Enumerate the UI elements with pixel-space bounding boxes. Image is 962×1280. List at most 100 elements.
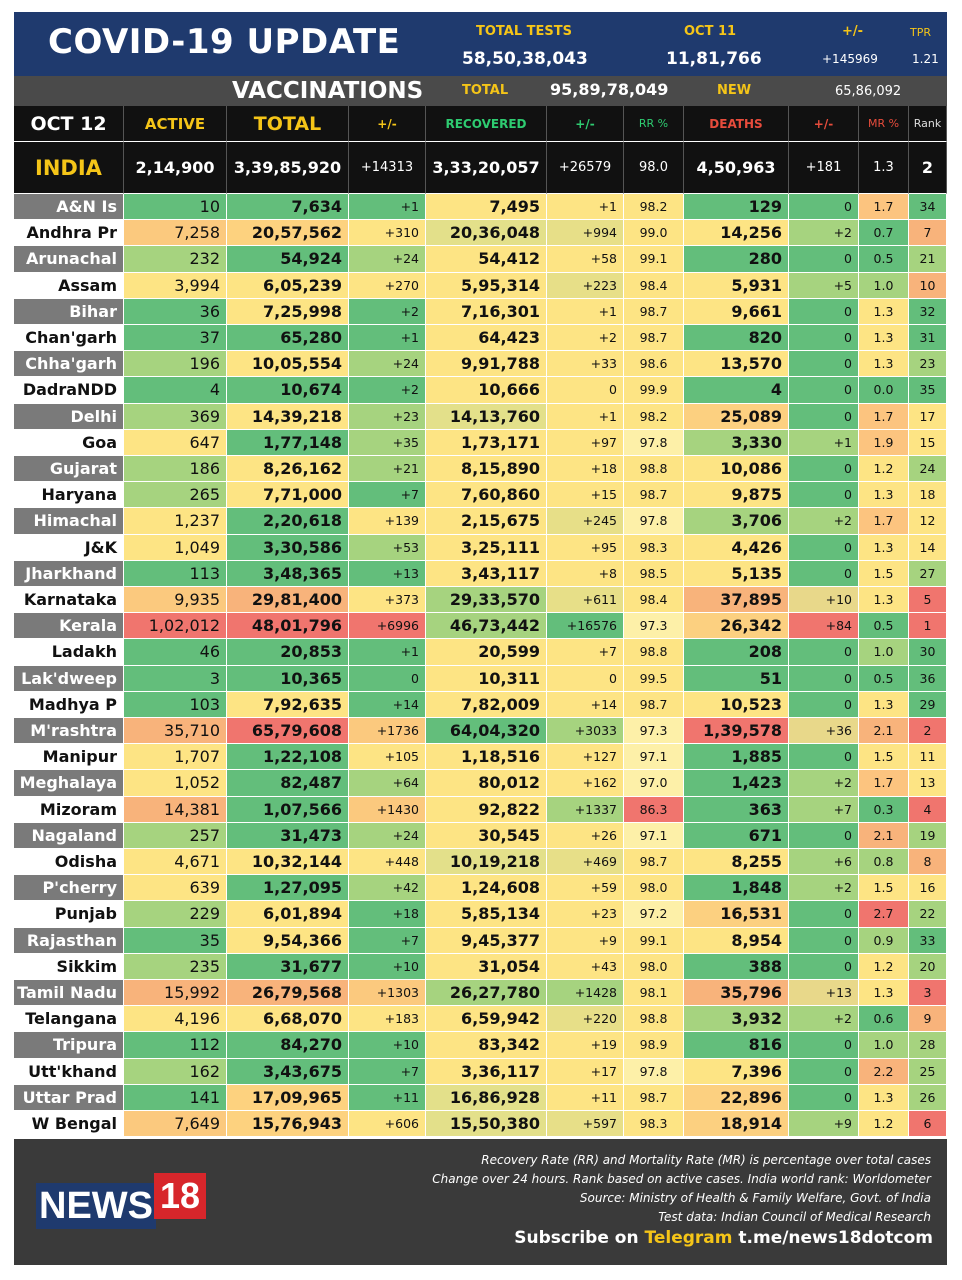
deaths-cell: 5,931 (684, 272, 789, 299)
active-cell: 232 (124, 246, 227, 273)
rank-cell: 33 (909, 927, 947, 954)
deaths-change-cell: +6 (789, 849, 859, 876)
deaths-cell: 16,531 (684, 901, 789, 928)
total-change-cell: +42 (349, 875, 426, 902)
active-cell: 1,237 (124, 508, 227, 535)
active-cell: 36 (124, 298, 227, 325)
deaths-change-cell: +13 (789, 980, 859, 1007)
deaths-cell: 363 (684, 796, 789, 823)
tpr-value: 1.21 (912, 52, 939, 66)
recovered-cell: 10,666 (426, 377, 547, 404)
recovered-cell: 5,85,134 (426, 901, 547, 928)
active-cell: 639 (124, 875, 227, 902)
mr-cell: 0.8 (859, 849, 909, 876)
recovered-cell: 64,04,320 (426, 718, 547, 745)
state-name: Mizoram (14, 796, 124, 823)
rank-cell: 1 (909, 613, 947, 640)
india-death-change: +181 (789, 142, 859, 194)
active-cell: 257 (124, 822, 227, 849)
deaths-cell: 9,661 (684, 298, 789, 325)
rr-cell: 99.5 (624, 665, 684, 692)
rank-cell: 22 (909, 901, 947, 928)
deaths-change-cell: 0 (789, 639, 859, 666)
rr-cell: 99.9 (624, 377, 684, 404)
vaccinations-label: VACCINATIONS (232, 78, 424, 104)
india-total-change: +14313 (349, 142, 426, 194)
column-header: +/- (789, 106, 859, 142)
deaths-cell: 18,914 (684, 1111, 789, 1138)
recovered-change-cell: +3033 (547, 718, 624, 745)
recovered-cell: 2,15,675 (426, 508, 547, 535)
column-header: TOTAL (227, 106, 349, 142)
deaths-cell: 51 (684, 665, 789, 692)
mr-cell: 1.2 (859, 1111, 909, 1138)
total-cell: 54,924 (227, 246, 349, 273)
total-change-cell: +2 (349, 377, 426, 404)
state-name: Meghalaya (14, 770, 124, 797)
rank-cell: 2 (909, 718, 947, 745)
recovered-cell: 14,13,760 (426, 403, 547, 430)
recovered-cell: 30,545 (426, 822, 547, 849)
state-name: Utt'khand (14, 1058, 124, 1085)
india-row: INDIA 2,14,900 3,39,85,920 +14313 3,33,20,05… (14, 142, 947, 194)
total-cell: 65,280 (227, 325, 349, 352)
deaths-change-cell: +2 (789, 220, 859, 247)
active-cell: 7,258 (124, 220, 227, 247)
active-cell: 3,994 (124, 272, 227, 299)
active-cell: 196 (124, 351, 227, 378)
recovered-cell: 92,822 (426, 796, 547, 823)
active-cell: 37 (124, 325, 227, 352)
state-name: Haryana (14, 482, 124, 509)
column-header: Rank (909, 106, 947, 142)
mr-cell: 1.7 (859, 403, 909, 430)
recovered-cell: 6,59,942 (426, 1006, 547, 1033)
subscribe-link[interactable]: t.me/news18dotcom (738, 1228, 933, 1248)
deaths-cell: 37,895 (684, 587, 789, 614)
state-name: Telangana (14, 1006, 124, 1033)
rr-cell: 97.8 (624, 1058, 684, 1085)
state-name: Ladakh (14, 639, 124, 666)
mr-cell: 1.3 (859, 534, 909, 561)
total-cell: 14,39,218 (227, 403, 349, 430)
rr-cell: 98.1 (624, 980, 684, 1007)
deaths-change-cell: 0 (789, 377, 859, 404)
mr-cell: 0.7 (859, 220, 909, 247)
recovered-change-cell: +59 (547, 875, 624, 902)
table-row: DadraNDD 4 10,674 +2 10,666 0 99.9 4 0 0.0 35 (14, 377, 947, 404)
recovered-change-cell: +1 (547, 298, 624, 325)
rr-cell: 98.4 (624, 587, 684, 614)
recovered-change-cell: +14 (547, 691, 624, 718)
column-header: RECOVERED (426, 106, 547, 142)
state-name: W Bengal (14, 1111, 124, 1138)
table-row: A&N Is 10 7,634 +1 7,495 +1 98.2 129 0 1.7 34 (14, 194, 947, 221)
rank-cell: 30 (909, 639, 947, 666)
total-cell: 26,79,568 (227, 980, 349, 1007)
telegram-label: Telegram (644, 1228, 733, 1248)
footer-note: Test data: Indian Council of Medical Res… (658, 1210, 931, 1224)
table-row: Haryana 265 7,71,000 +7 7,60,860 +15 98.7 9,875… (14, 482, 947, 509)
deaths-change-cell: 0 (789, 1032, 859, 1059)
deaths-change-cell: 0 (789, 744, 859, 771)
rank-cell: 25 (909, 1058, 947, 1085)
column-header: +/- (547, 106, 624, 142)
table-row: Madhya P 103 7,92,635 +14 7,82,009 +14 98.7 10,… (14, 691, 947, 718)
recovered-cell: 16,86,928 (426, 1084, 547, 1111)
deaths-change-cell: 0 (789, 953, 859, 980)
recovered-cell: 29,33,570 (426, 587, 547, 614)
logo-number: 18 (154, 1173, 206, 1219)
total-cell: 8,26,162 (227, 456, 349, 483)
rank-cell: 9 (909, 1006, 947, 1033)
recovered-cell: 9,91,788 (426, 351, 547, 378)
vaccinations-total-label: TOTAL (462, 83, 509, 98)
table-row: P'cherry 639 1,27,095 +42 1,24,608 +59 98.0 1,8… (14, 875, 947, 902)
header-banner: COVID-19 UPDATE TOTAL TESTS 58,50,38,043… (14, 12, 947, 76)
mr-cell: 1.7 (859, 194, 909, 221)
table-row: Chan'garh 37 65,280 +1 64,423 +2 98.7 820 0 1.3 31 (14, 325, 947, 352)
total-cell: 7,92,635 (227, 691, 349, 718)
rr-cell: 97.3 (624, 718, 684, 745)
mr-cell: 1.5 (859, 875, 909, 902)
rr-cell: 98.2 (624, 403, 684, 430)
total-change-cell: +1 (349, 194, 426, 221)
active-cell: 35,710 (124, 718, 227, 745)
recovered-change-cell: +9 (547, 927, 624, 954)
